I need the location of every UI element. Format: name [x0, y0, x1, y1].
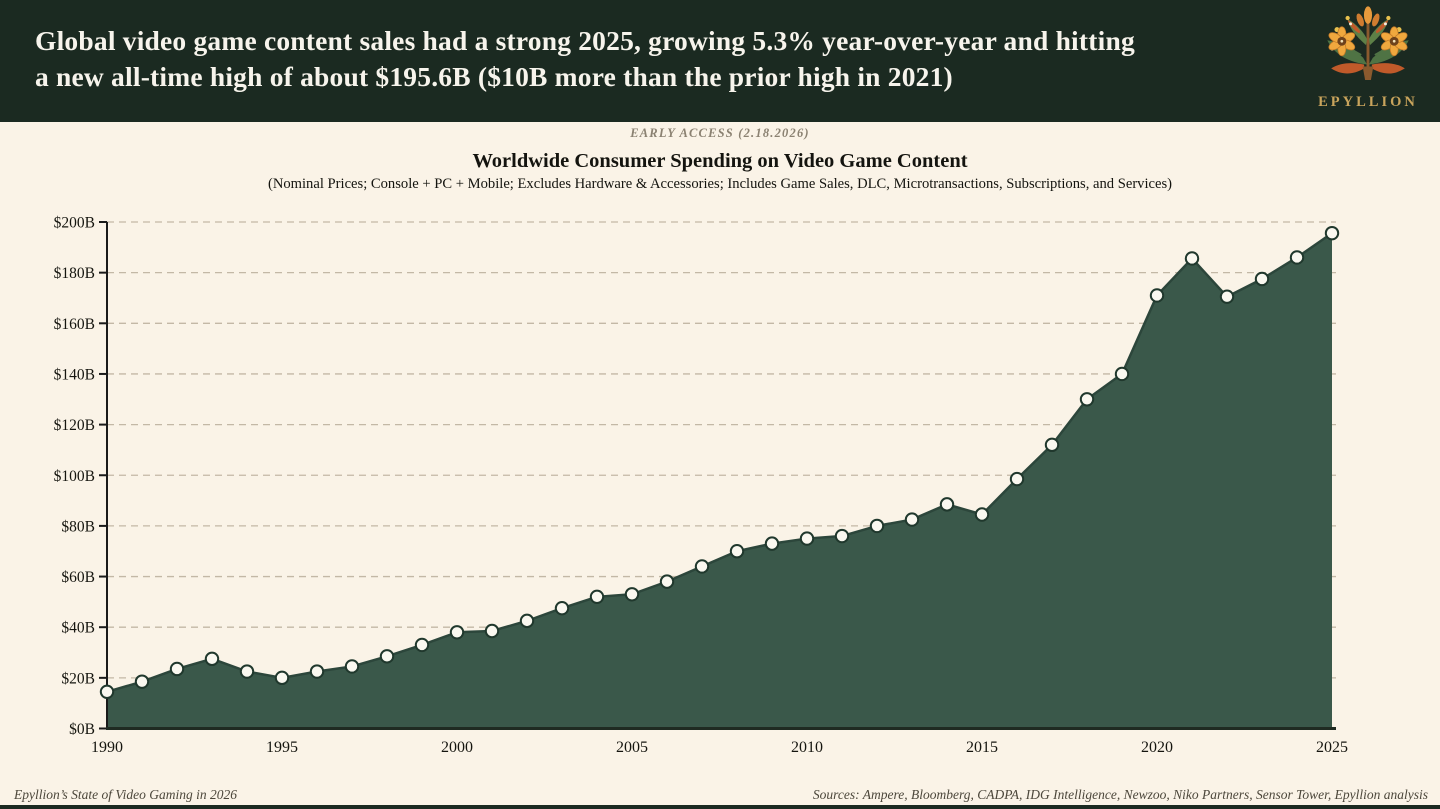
- x-tick-label: 1990: [91, 739, 123, 756]
- x-tick-label: 2000: [441, 739, 473, 756]
- data-point-2018: [1079, 392, 1095, 407]
- data-point-2014: [939, 497, 955, 512]
- x-tick-label: 2015: [966, 739, 998, 756]
- data-point-1999: [414, 637, 430, 653]
- footer-report-name: Epyllion’s State of Video Gaming in 2026: [14, 787, 237, 802]
- data-point-2004: [589, 589, 605, 605]
- data-point-1994: [239, 664, 255, 679]
- data-point-2020: [1149, 288, 1165, 303]
- chart-subtitle: (Nominal Prices; Console + PC + Mobile; …: [267, 175, 1173, 192]
- data-point-1990: [99, 684, 115, 699]
- data-point-2011: [834, 528, 850, 544]
- epyllion-logo: EPYLLION: [1302, 3, 1434, 121]
- y-tick-label: $180B: [54, 265, 95, 282]
- early-access-label: EARLY ACCESS (2.18.2026): [630, 126, 810, 140]
- x-tick-label: 2010: [791, 739, 823, 756]
- area-series: [106, 232, 1333, 729]
- data-point-2025: [1324, 225, 1340, 241]
- data-point-1993: [204, 651, 220, 667]
- x-tick-label: 2025: [1316, 739, 1348, 756]
- data-point-2006: [659, 574, 675, 589]
- data-point-2019: [1114, 366, 1130, 382]
- data-point-2003: [554, 601, 570, 616]
- y-tick-label: $60B: [61, 569, 95, 586]
- floral-bouquet-icon: [1327, 6, 1410, 81]
- data-point-2012: [869, 518, 885, 534]
- axis-labels: $0B $20B $40B $60B $80B $100B $120B $140B $160B $…: [54, 215, 1348, 757]
- data-point-2022: [1219, 289, 1235, 304]
- data-point-1991: [134, 674, 150, 689]
- data-point-2007: [694, 559, 710, 574]
- bottom-accent-strip: [0, 805, 1440, 809]
- y-tick-label: $0B: [69, 721, 95, 738]
- data-point-1992: [169, 661, 185, 677]
- data-point-2008: [729, 544, 745, 559]
- data-point-2017: [1044, 437, 1060, 453]
- y-tick-label: $100B: [54, 468, 95, 485]
- area-fill: [107, 233, 1332, 729]
- data-point-2005: [624, 587, 640, 602]
- data-point-2015: [974, 507, 990, 522]
- axes: [99, 221, 1336, 730]
- y-tick-label: $160B: [54, 316, 95, 333]
- data-point-2000: [449, 625, 465, 640]
- data-point-2013: [904, 512, 920, 527]
- y-tick-label: $20B: [61, 670, 95, 687]
- data-point-2002: [519, 613, 535, 629]
- data-point-1995: [274, 670, 290, 686]
- y-tick-label: $80B: [61, 518, 95, 535]
- x-tick-label: 1995: [266, 739, 298, 756]
- header-banner: Global video game content sales had a st…: [0, 0, 1440, 122]
- logo-wordmark: EPYLLION: [1318, 94, 1418, 110]
- data-point-2023: [1254, 271, 1270, 287]
- data-point-1996: [309, 664, 325, 679]
- y-tick-label: $200B: [54, 215, 95, 232]
- x-tick-label: 2005: [616, 739, 648, 756]
- data-point-2024: [1289, 250, 1305, 265]
- data-point-2010: [799, 531, 815, 546]
- y-tick-label: $120B: [54, 417, 95, 434]
- footer-sources: Sources: Ampere, Bloomberg, CADPA, IDG I…: [812, 787, 1428, 802]
- x-tick-label: 2020: [1141, 739, 1173, 756]
- headline-line-2: a new all-time high of about $195.6B ($1…: [35, 60, 953, 92]
- data-point-1997: [344, 659, 360, 674]
- gridlines: [107, 221, 1336, 679]
- chart-title: Worldwide Consumer Spending on Video Gam…: [472, 150, 968, 172]
- data-points: [99, 225, 1340, 699]
- y-tick-label: $40B: [61, 620, 95, 637]
- data-point-1998: [379, 649, 395, 664]
- data-point-2001: [484, 623, 500, 639]
- data-point-2021: [1184, 251, 1200, 266]
- data-point-2009: [764, 536, 780, 551]
- data-point-2016: [1009, 471, 1025, 487]
- headline-line-1: Global video game content sales had a st…: [35, 25, 1135, 56]
- headline: Global video game content sales had a st…: [35, 23, 1315, 94]
- y-tick-label: $140B: [54, 366, 95, 383]
